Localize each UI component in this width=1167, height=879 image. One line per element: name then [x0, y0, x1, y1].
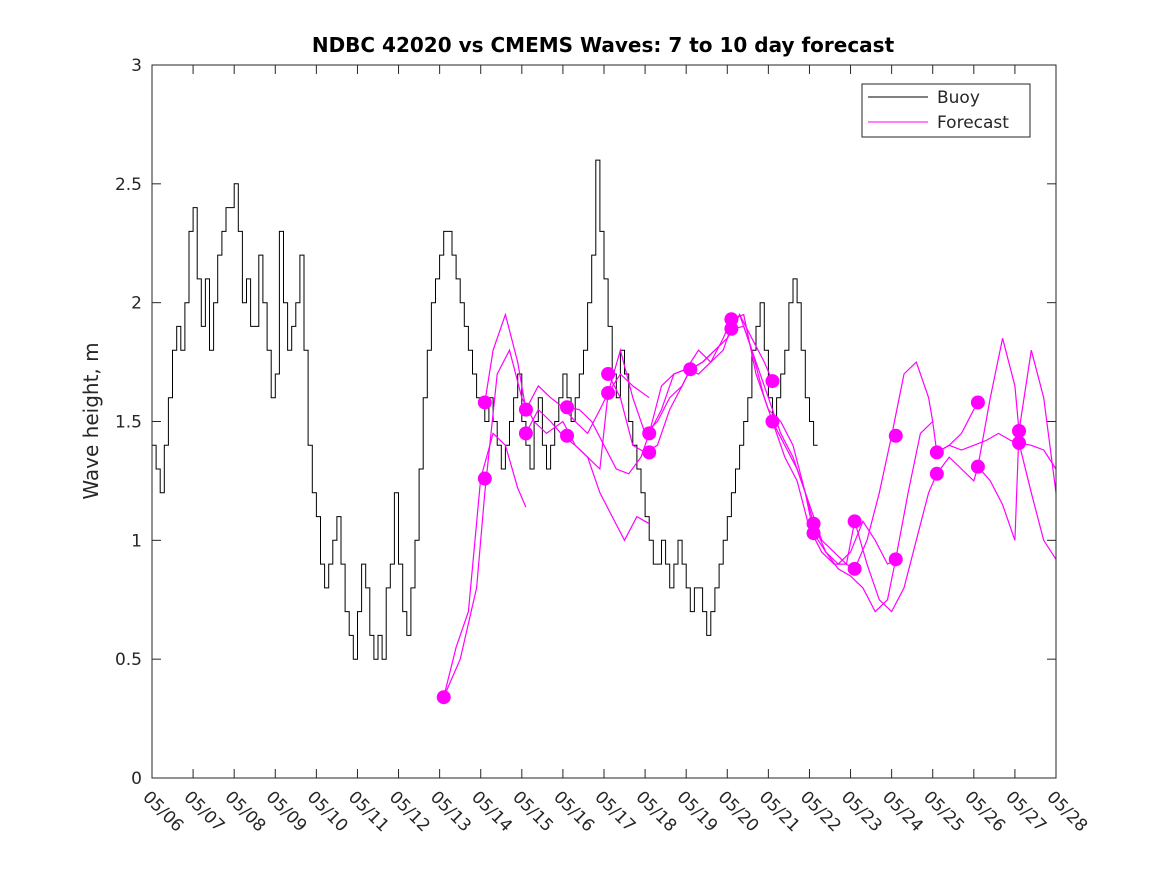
- forecast-line: [1018, 442, 1057, 560]
- forecast-marker: [642, 445, 657, 460]
- forecast-line: [443, 348, 650, 698]
- forecast-marker: [683, 362, 698, 377]
- forecast-marker: [929, 445, 944, 460]
- forecast-line: [443, 432, 527, 698]
- forecast-line: [854, 338, 1020, 613]
- y-tick-label: 1: [131, 531, 142, 551]
- forecast-marker: [929, 466, 944, 481]
- forecast-marker: [642, 426, 657, 441]
- forecast-marker: [847, 561, 862, 576]
- y-axis-label: Wave height, m: [79, 342, 103, 499]
- y-tick-label: 0.5: [115, 650, 142, 670]
- forecast-marker: [724, 321, 739, 336]
- forecast-marker: [560, 428, 575, 443]
- forecast-marker: [436, 690, 451, 705]
- forecast-marker: [477, 471, 492, 486]
- forecast-marker: [888, 552, 903, 567]
- forecast-marker: [970, 459, 985, 474]
- forecast-marker: [765, 374, 780, 389]
- forecast-marker: [601, 366, 616, 381]
- y-tick-label: 2.5: [115, 175, 142, 195]
- y-tick-labels: 0 0.5 1 1.5 2 2.5 3: [115, 56, 142, 789]
- forecast-marker: [888, 428, 903, 443]
- legend-forecast-label: Forecast: [937, 113, 1009, 133]
- legend: Buoy Forecast: [861, 83, 1031, 138]
- y-tick-label: 1.5: [115, 413, 142, 433]
- forecast-marker: [847, 514, 862, 529]
- forecast-marker: [806, 526, 821, 541]
- y-tick-label: 3: [131, 56, 142, 76]
- y-tick-label: 2: [131, 294, 142, 314]
- forecast-line: [977, 350, 1057, 541]
- legend-box: [861, 83, 1031, 138]
- forecast-markers: [436, 312, 1027, 705]
- forecast-marker: [518, 402, 533, 417]
- forecast-marker: [601, 385, 616, 400]
- forecast-marker: [560, 400, 575, 415]
- legend-buoy-label: Buoy: [937, 88, 980, 108]
- forecast-marker: [1012, 424, 1027, 439]
- axis-ticks: [151, 64, 1057, 779]
- forecast-marker: [1012, 435, 1027, 450]
- forecast-marker: [477, 395, 492, 410]
- forecast-line: [813, 402, 979, 565]
- plot-frame: [151, 64, 1057, 779]
- buoy-line: [152, 159, 818, 660]
- chart-title: NDBC 42020 vs CMEMS Waves: 7 to 10 day f…: [312, 33, 895, 57]
- forecast-marker: [970, 395, 985, 410]
- plot-area: [152, 65, 1056, 778]
- y-tick-label: 0: [131, 769, 142, 789]
- forecast-marker: [765, 414, 780, 429]
- forecast-line: [936, 432, 1057, 470]
- forecast-marker: [518, 426, 533, 441]
